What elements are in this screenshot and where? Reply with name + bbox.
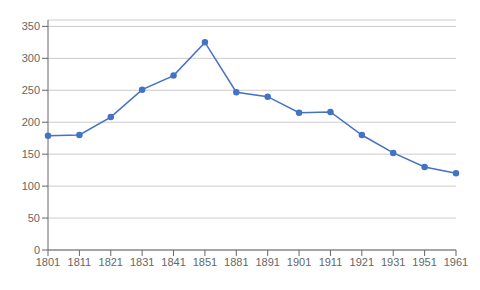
svg-text:200: 200	[22, 116, 40, 128]
svg-text:1891: 1891	[255, 256, 279, 268]
svg-text:300: 300	[22, 52, 40, 64]
svg-text:1961: 1961	[444, 256, 468, 268]
svg-text:1851: 1851	[193, 256, 217, 268]
svg-text:1901: 1901	[287, 256, 311, 268]
svg-text:150: 150	[22, 148, 40, 160]
svg-text:50: 50	[28, 212, 40, 224]
svg-text:1811: 1811	[68, 256, 92, 268]
svg-text:100: 100	[22, 180, 40, 192]
svg-text:1881: 1881	[224, 256, 248, 268]
svg-text:1921: 1921	[350, 256, 374, 268]
svg-text:1931: 1931	[381, 256, 405, 268]
svg-text:350: 350	[22, 20, 40, 32]
svg-text:1821: 1821	[99, 256, 123, 268]
svg-text:1911: 1911	[319, 256, 343, 268]
svg-text:0: 0	[34, 244, 40, 256]
svg-text:1951: 1951	[412, 256, 436, 268]
svg-text:1841: 1841	[161, 256, 185, 268]
svg-text:1801: 1801	[36, 256, 60, 268]
svg-text:250: 250	[22, 84, 40, 96]
svg-text:1831: 1831	[130, 256, 154, 268]
